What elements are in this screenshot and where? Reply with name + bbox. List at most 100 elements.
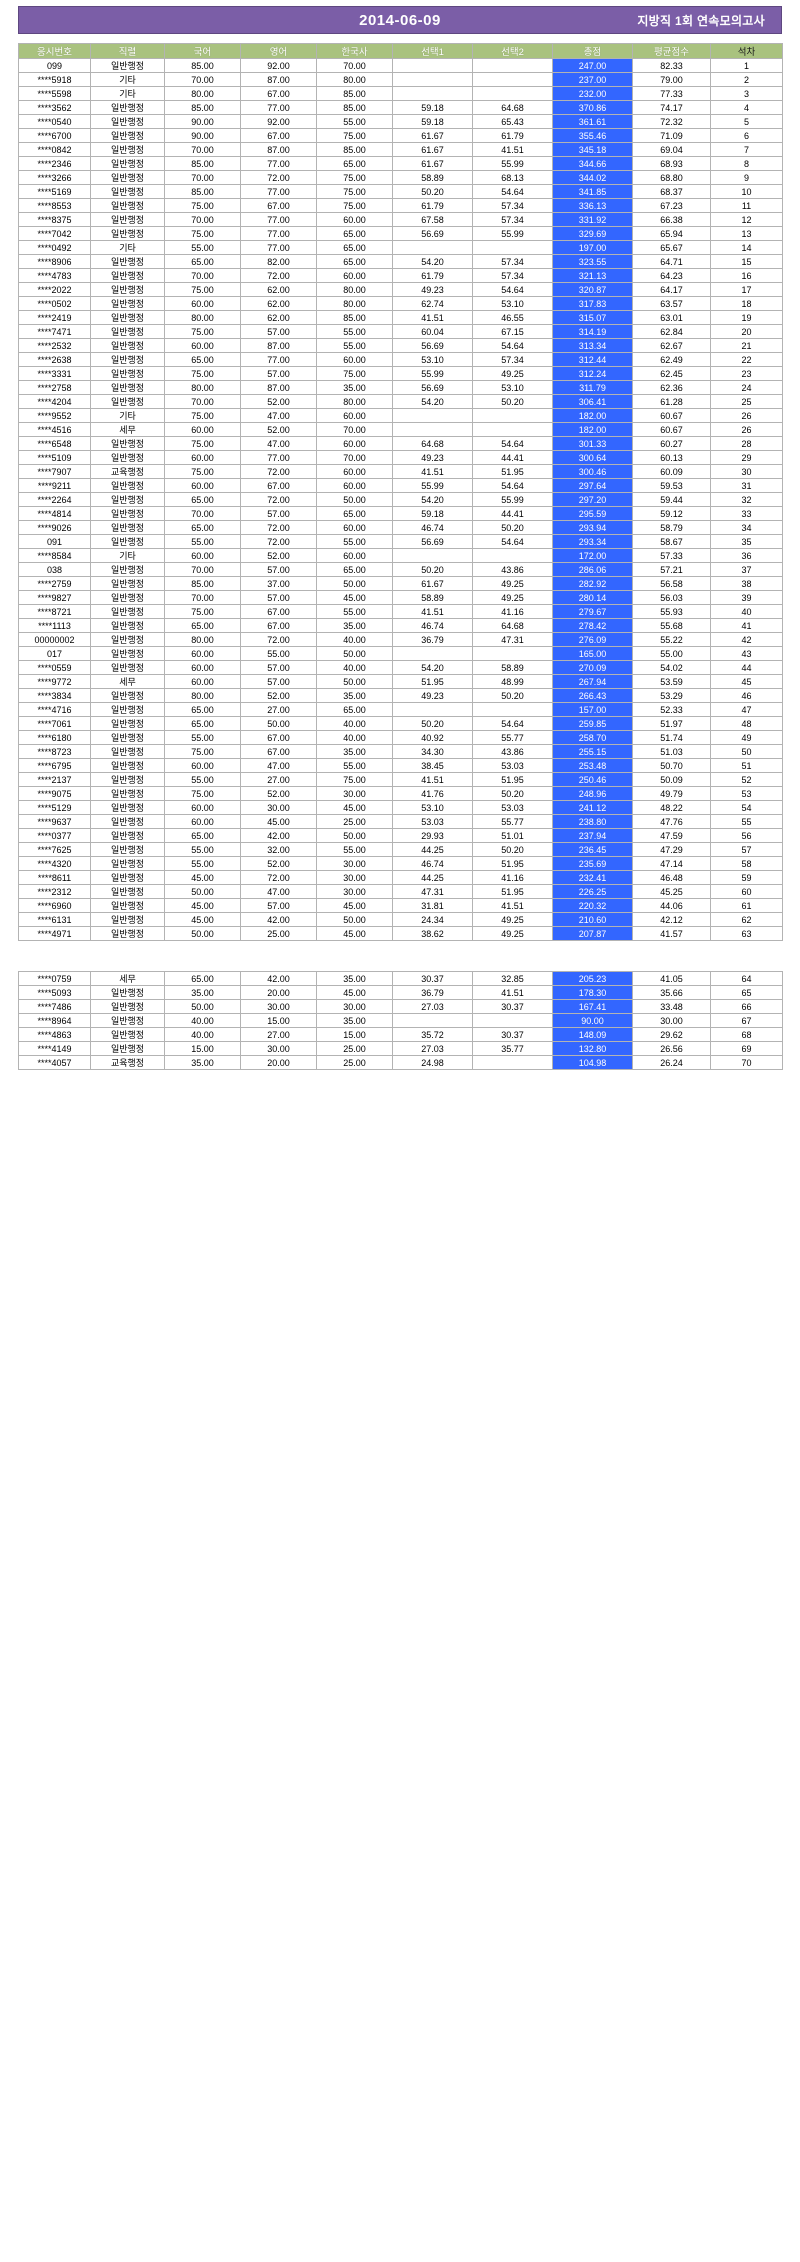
cell-korean-history[interactable]: 55.00	[316, 324, 393, 339]
column-header-rank[interactable]: 석차	[710, 43, 783, 59]
cell-korean-history[interactable]: 60.00	[316, 268, 393, 283]
cell-track[interactable]: 기타	[90, 86, 165, 101]
cell-average-score[interactable]: 47.14	[632, 856, 711, 871]
cell-track[interactable]: 일반행정	[90, 492, 165, 507]
cell-track[interactable]: 일반행정	[90, 296, 165, 311]
cell-rank[interactable]: 45	[710, 674, 783, 689]
table-row[interactable]: ****8584 기타 60.00 52.00 60.00 172.00 57.33 36	[18, 548, 783, 563]
cell-elective-1[interactable]: 53.10	[392, 800, 473, 815]
table-row[interactable]: ****2312 일반행정 50.00 47.00 30.00 47.31 51.95 226…	[18, 884, 783, 899]
cell-exam-number[interactable]: ****4516	[18, 422, 91, 437]
cell-korean[interactable]: 45.00	[164, 870, 241, 885]
cell-track[interactable]: 일반행정	[90, 212, 165, 227]
table-row[interactable]: ****0492 기타 55.00 77.00 65.00 197.00 65.67 14	[18, 240, 783, 255]
cell-average-score[interactable]: 51.03	[632, 744, 711, 759]
cell-total-score[interactable]: 311.79	[552, 380, 633, 395]
cell-elective-1[interactable]: 50.20	[392, 562, 473, 577]
cell-exam-number[interactable]: ****2022	[18, 282, 91, 297]
cell-korean-history[interactable]: 55.00	[316, 758, 393, 773]
cell-exam-number[interactable]: ****9827	[18, 590, 91, 605]
cell-track[interactable]: 일반행정	[90, 226, 165, 241]
table-row[interactable]: ****0502 일반행정 60.00 62.00 80.00 62.74 53.10 317…	[18, 296, 783, 311]
cell-total-score[interactable]: 207.87	[552, 926, 633, 941]
table-row[interactable]: ****9772 세무 60.00 57.00 50.00 51.95 48.99 267.9…	[18, 674, 783, 689]
cell-korean-history[interactable]: 50.00	[316, 674, 393, 689]
cell-elective-2[interactable]: 64.68	[472, 618, 553, 633]
cell-korean[interactable]: 70.00	[164, 590, 241, 605]
cell-korean-history[interactable]: 45.00	[316, 590, 393, 605]
cell-english[interactable]: 57.00	[240, 366, 317, 381]
cell-rank[interactable]: 6	[710, 128, 783, 143]
cell-average-score[interactable]: 55.22	[632, 632, 711, 647]
cell-english[interactable]: 52.00	[240, 548, 317, 563]
cell-elective-1[interactable]: 61.79	[392, 268, 473, 283]
cell-rank[interactable]: 40	[710, 604, 783, 619]
cell-rank[interactable]: 36	[710, 548, 783, 563]
cell-rank[interactable]: 43	[710, 646, 783, 661]
cell-korean-history[interactable]: 50.00	[316, 576, 393, 591]
cell-elective-2[interactable]: 44.41	[472, 450, 553, 465]
cell-rank[interactable]: 67	[710, 1013, 783, 1028]
cell-elective-2[interactable]	[472, 646, 553, 661]
cell-total-score[interactable]: 232.41	[552, 870, 633, 885]
cell-korean-history[interactable]: 75.00	[316, 366, 393, 381]
cell-rank[interactable]: 30	[710, 464, 783, 479]
cell-korean[interactable]: 70.00	[164, 562, 241, 577]
cell-korean[interactable]: 60.00	[164, 450, 241, 465]
cell-english[interactable]: 15.00	[240, 1013, 317, 1028]
cell-korean[interactable]: 60.00	[164, 800, 241, 815]
table-row[interactable]: ****8721 일반행정 75.00 67.00 55.00 41.51 41.16 279…	[18, 604, 783, 619]
cell-average-score[interactable]: 71.09	[632, 128, 711, 143]
table-row[interactable]: ****3562 일반행정 85.00 77.00 85.00 59.18 64.68 370…	[18, 100, 783, 115]
cell-elective-1[interactable]: 62.74	[392, 296, 473, 311]
cell-english[interactable]: 72.00	[240, 520, 317, 535]
cell-korean[interactable]: 60.00	[164, 422, 241, 437]
table-row[interactable]: ****4320 일반행정 55.00 52.00 30.00 46.74 51.95 235…	[18, 856, 783, 871]
cell-english[interactable]: 72.00	[240, 492, 317, 507]
cell-track[interactable]: 일반행정	[90, 352, 165, 367]
cell-exam-number[interactable]: ****0759	[18, 971, 91, 986]
table-row[interactable]: ****3266 일반행정 70.00 72.00 75.00 58.89 68.13 344…	[18, 170, 783, 185]
cell-elective-2[interactable]: 53.10	[472, 296, 553, 311]
cell-average-score[interactable]: 79.00	[632, 72, 711, 87]
cell-exam-number[interactable]: 00000002	[18, 632, 91, 647]
cell-elective-2[interactable]: 55.77	[472, 814, 553, 829]
cell-english[interactable]: 67.00	[240, 730, 317, 745]
cell-korean[interactable]: 50.00	[164, 884, 241, 899]
cell-english[interactable]: 72.00	[240, 268, 317, 283]
cell-track[interactable]: 일반행정	[90, 156, 165, 171]
cell-exam-number[interactable]: 099	[18, 58, 91, 73]
cell-elective-2[interactable]: 51.01	[472, 828, 553, 843]
column-header-korean-history[interactable]: 한국사	[316, 43, 393, 59]
cell-average-score[interactable]: 45.25	[632, 884, 711, 899]
cell-korean[interactable]: 70.00	[164, 394, 241, 409]
cell-rank[interactable]: 21	[710, 338, 783, 353]
column-header-english[interactable]: 영어	[240, 43, 317, 59]
cell-exam-number[interactable]: ****4204	[18, 394, 91, 409]
cell-korean[interactable]: 80.00	[164, 86, 241, 101]
cell-korean[interactable]: 85.00	[164, 58, 241, 73]
cell-english[interactable]: 47.00	[240, 884, 317, 899]
cell-rank[interactable]: 47	[710, 702, 783, 717]
cell-exam-number[interactable]: ****4149	[18, 1041, 91, 1056]
cell-elective-1[interactable]: 50.20	[392, 716, 473, 731]
cell-elective-1[interactable]: 46.74	[392, 520, 473, 535]
cell-rank[interactable]: 16	[710, 268, 783, 283]
cell-english[interactable]: 77.00	[240, 226, 317, 241]
cell-exam-number[interactable]: ****1113	[18, 618, 91, 633]
cell-korean-history[interactable]: 40.00	[316, 730, 393, 745]
cell-elective-1[interactable]: 36.79	[392, 632, 473, 647]
cell-exam-number[interactable]: ****2264	[18, 492, 91, 507]
cell-elective-2[interactable]: 43.86	[472, 562, 553, 577]
cell-english[interactable]: 57.00	[240, 898, 317, 913]
table-row[interactable]: ****6960 일반행정 45.00 57.00 45.00 31.81 41.51 220…	[18, 898, 783, 913]
cell-elective-2[interactable]: 50.20	[472, 786, 553, 801]
cell-korean[interactable]: 15.00	[164, 1041, 241, 1056]
table-row[interactable]: ****5169 일반행정 85.00 77.00 75.00 50.20 54.64 341…	[18, 184, 783, 199]
cell-elective-2[interactable]: 55.99	[472, 156, 553, 171]
cell-track[interactable]: 일반행정	[90, 254, 165, 269]
cell-elective-2[interactable]: 54.64	[472, 436, 553, 451]
cell-track[interactable]: 일반행정	[90, 800, 165, 815]
cell-total-score[interactable]: 226.25	[552, 884, 633, 899]
table-row[interactable]: ****7486 일반행정 50.00 30.00 30.00 27.03 30.37 167…	[18, 999, 783, 1014]
